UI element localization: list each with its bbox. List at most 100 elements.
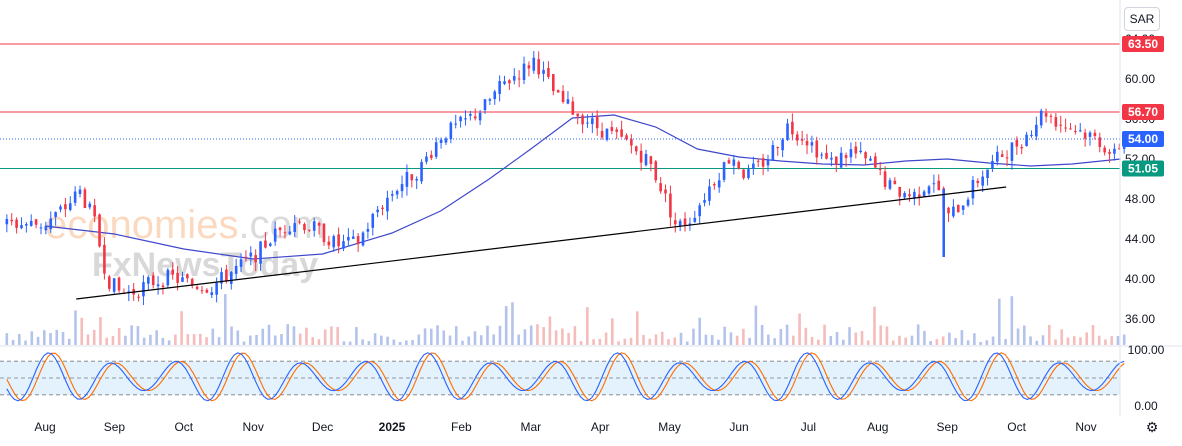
gear-icon[interactable]: ⚙: [1145, 419, 1159, 435]
candle-body: [420, 162, 423, 182]
candle-body: [791, 121, 794, 135]
candle-body: [917, 194, 921, 197]
volume-bar: [929, 341, 932, 345]
volume-bar: [405, 340, 408, 345]
volume-bar: [30, 331, 34, 345]
price-badge-51.05: [1122, 160, 1164, 177]
candle-body: [127, 291, 131, 293]
volume-bar: [1047, 324, 1051, 345]
time-tick-label: Dec: [312, 420, 333, 434]
volume-bar: [361, 339, 364, 345]
price-badges: 63.50 56.70 54.00 51.05: [1122, 36, 1164, 177]
candle-body: [1069, 128, 1072, 130]
candle-body: [483, 99, 487, 111]
candle-body: [932, 183, 936, 185]
horizontal-levels[interactable]: [0, 43, 1120, 169]
volume-bar: [1016, 328, 1020, 345]
candle-body: [971, 180, 975, 199]
candle-body: [795, 134, 799, 141]
candle-body: [586, 122, 589, 124]
time-tick-label: Aug: [867, 420, 888, 434]
candle-body: [542, 69, 545, 74]
volume-bar: [11, 339, 15, 345]
volume-bar: [367, 341, 371, 345]
volume-bar: [473, 331, 477, 345]
volume-bar: [1072, 336, 1076, 345]
volume-bar: [848, 327, 851, 345]
candle-body: [854, 146, 858, 154]
candle-body: [908, 194, 911, 197]
volume-bar: [573, 326, 577, 345]
volume-bar: [561, 328, 564, 345]
candle-body: [976, 180, 980, 184]
time-tick-label: Nov: [1075, 420, 1096, 434]
candle-body: [727, 160, 731, 164]
volume-bar: [935, 339, 939, 345]
candle-body: [112, 278, 116, 292]
candle-body: [381, 207, 384, 209]
candle-body: [151, 275, 155, 286]
candle-body: [59, 206, 62, 210]
volume-bar: [611, 318, 614, 345]
volume-bar: [486, 325, 489, 345]
volume-bar: [598, 338, 602, 345]
candle-body: [454, 123, 458, 125]
candle-body: [849, 149, 853, 158]
time-tick-label: Sep: [937, 420, 959, 434]
candle-body: [937, 180, 941, 191]
volume-bar: [292, 326, 296, 345]
candle-body: [844, 155, 848, 158]
volume-bar: [1066, 337, 1070, 345]
volume-bar: [823, 324, 826, 345]
volume-bar: [960, 330, 964, 345]
time-axis: Aug Sep Oct Nov Dec 2025 Feb Mar Apr May Jun Jul Aug…: [34, 420, 1096, 434]
volume-bar: [548, 316, 552, 345]
volume-bar: [1060, 329, 1064, 345]
candle-body: [269, 243, 272, 246]
time-tick-label: Sep: [104, 420, 126, 434]
candle-body: [493, 91, 497, 100]
candle-body: [986, 169, 989, 178]
volume-bar: [80, 317, 84, 345]
candle-body: [400, 184, 404, 192]
candle-body: [722, 162, 726, 180]
trendline-layer[interactable]: [76, 186, 1007, 300]
price-tick-label: 60.00: [1125, 72, 1155, 86]
volume-bar: [1116, 336, 1120, 345]
candle-body: [698, 205, 701, 217]
candle-body: [966, 199, 970, 206]
candle-body: [366, 228, 370, 232]
volume-bar: [629, 337, 633, 345]
volume-bar: [979, 341, 982, 345]
candle-body: [556, 90, 560, 93]
candle-body: [449, 122, 453, 139]
candle-body: [522, 63, 526, 81]
price-tick-label: 44.00: [1125, 232, 1155, 246]
candle-body: [54, 212, 57, 217]
stochastic-k-line: [6, 352, 1125, 402]
volume-bar: [286, 324, 290, 345]
candle-body: [107, 276, 111, 289]
candle-body: [961, 205, 965, 210]
candle-body: [220, 272, 223, 284]
volume-bar: [648, 338, 652, 345]
volume-bar: [199, 333, 202, 345]
volume-bar: [124, 335, 127, 345]
candle-body: [415, 178, 418, 181]
candle-body: [405, 171, 409, 187]
price-badge-label: 63.50: [1128, 37, 1158, 51]
volume-bar: [866, 340, 870, 345]
volume-bar: [224, 294, 227, 345]
volume-bar: [1041, 335, 1045, 345]
candle-body: [630, 139, 633, 146]
time-tick-label: Feb: [451, 420, 472, 434]
candle-body: [25, 224, 28, 226]
currency-selector[interactable]: SAR: [1124, 7, 1160, 31]
candle-body: [864, 152, 867, 159]
candle-body: [654, 161, 658, 181]
candle-body: [952, 206, 955, 217]
volume-bar: [99, 317, 102, 345]
volume-bar: [785, 324, 789, 345]
volume-bar: [841, 339, 845, 345]
